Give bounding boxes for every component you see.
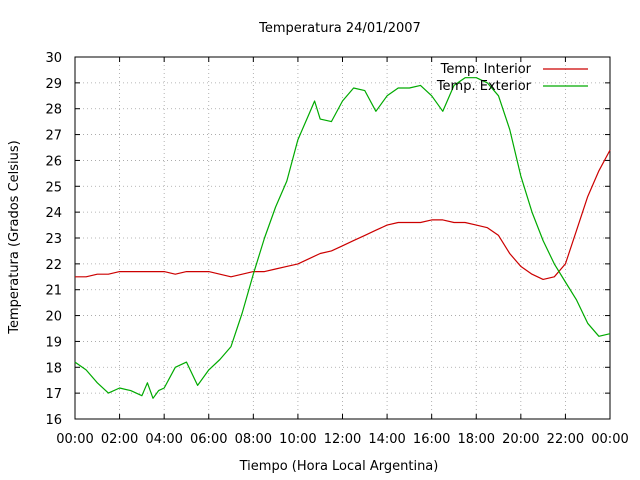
series-line-0 — [75, 149, 611, 280]
x-tick-label: 04:00 — [145, 432, 182, 447]
y-axis-label: Temperatura (Grados Celsius) — [7, 140, 22, 334]
x-tick-label: 16:00 — [413, 432, 450, 447]
x-tick-label: 22:00 — [547, 432, 584, 447]
x-tick-label: 00:00 — [56, 432, 93, 447]
x-tick-label: 18:00 — [458, 432, 495, 447]
grid — [75, 57, 610, 419]
chart-title: Temperatura 24/01/2007 — [258, 21, 421, 36]
y-tick-label: 24 — [45, 206, 62, 221]
x-tick-label: 10:00 — [279, 432, 316, 447]
y-tick-label: 21 — [45, 284, 62, 299]
x-tick-label: 08:00 — [235, 432, 272, 447]
y-tick-label: 30 — [45, 51, 62, 66]
y-tick-label: 25 — [45, 180, 62, 195]
legend-label-0: Temp. Interior — [440, 62, 532, 77]
x-tick-label: 20:00 — [502, 432, 539, 447]
axis-ticks: 00:00 02:00 04:00 06:00 08:00 10:00 12:00 14:00… — [45, 51, 628, 447]
x-tick-label: 06:00 — [190, 432, 227, 447]
x-tick-label: 02:00 — [101, 432, 138, 447]
y-tick-label: 19 — [45, 335, 62, 350]
x-tick-label: 00:00 — [591, 432, 628, 447]
y-tick-label: 23 — [45, 232, 62, 247]
series-group — [74, 77, 611, 399]
y-tick-label: 17 — [45, 387, 62, 402]
y-tick-label: 20 — [45, 310, 62, 325]
y-tick-label: 18 — [45, 361, 62, 376]
x-axis-label: Tiempo (Hora Local Argentina) — [239, 459, 439, 474]
y-tick-label: 16 — [45, 413, 62, 428]
y-tick-label: 28 — [45, 103, 62, 118]
y-tick-label: 26 — [45, 154, 62, 169]
legend-label-1: Temp. Exterior — [436, 79, 532, 94]
legend: Temp. Interior Temp. Exterior — [436, 62, 588, 94]
x-tick-label: 14:00 — [368, 432, 405, 447]
x-tick-label: 12:00 — [324, 432, 361, 447]
y-tick-label: 27 — [45, 129, 62, 144]
y-tick-label: 22 — [45, 258, 62, 273]
series-line-1 — [74, 77, 611, 399]
y-tick-label: 29 — [45, 77, 62, 92]
